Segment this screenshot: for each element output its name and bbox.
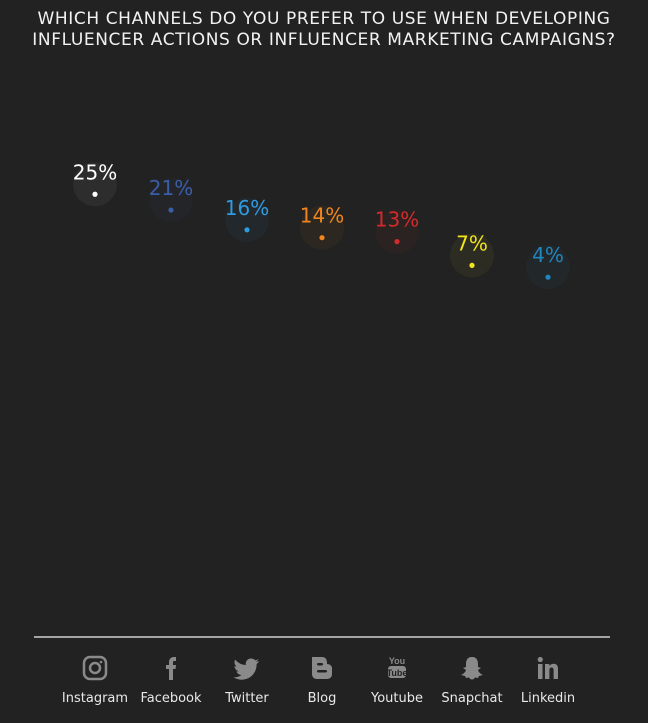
x-tick-label-youtube: Youtube	[371, 691, 423, 706]
instagram-icon	[80, 654, 110, 682]
data-label-blog: 14%	[300, 204, 344, 228]
x-tick-label-snapchat: Snapchat	[441, 691, 503, 706]
point-blog	[319, 235, 325, 241]
snapchat-icon	[457, 654, 487, 682]
data-label-youtube: 13%	[375, 208, 419, 232]
data-label-twitter: 16%	[225, 196, 269, 220]
x-tick-label-blog: Blog	[307, 691, 337, 706]
blog-icon	[307, 654, 337, 682]
glow-facebook	[149, 178, 193, 223]
facebook-icon	[156, 654, 186, 682]
data-label-snapchat: 7%	[456, 231, 488, 255]
x-tick-label-linkedin: Linkedin	[520, 691, 576, 706]
point-facebook	[168, 207, 174, 213]
data-label-facebook: 21%	[149, 176, 193, 200]
x-tick-label-twitter: Twitter	[225, 691, 269, 706]
glow-youtube	[375, 209, 419, 254]
svg-text:Tube: Tube	[387, 668, 408, 678]
twitter-icon	[232, 654, 262, 682]
svg-text:You: You	[389, 656, 405, 666]
point-youtube	[394, 239, 400, 245]
point-instagram	[92, 191, 98, 197]
youtube-icon: You Tube	[382, 654, 412, 682]
glow-blog	[300, 205, 344, 250]
linkedin-icon	[533, 654, 563, 682]
data-label-instagram: 25%	[73, 160, 117, 184]
point-snapchat	[469, 262, 475, 268]
glow-instagram	[73, 162, 117, 207]
chart-title: WHICH CHANNELS DO YOU PREFER TO USE WHEN…	[32, 9, 616, 50]
data-label-linkedin: 4%	[532, 243, 564, 267]
glow-twitter	[225, 197, 269, 242]
point-linkedin	[545, 274, 551, 280]
glow-snapchat	[450, 233, 494, 278]
point-twitter	[244, 227, 250, 233]
glow-linkedin	[526, 245, 570, 290]
x-tick-label-facebook: Facebook	[140, 691, 202, 706]
x-tick-label-instagram: Instagram	[61, 691, 129, 706]
